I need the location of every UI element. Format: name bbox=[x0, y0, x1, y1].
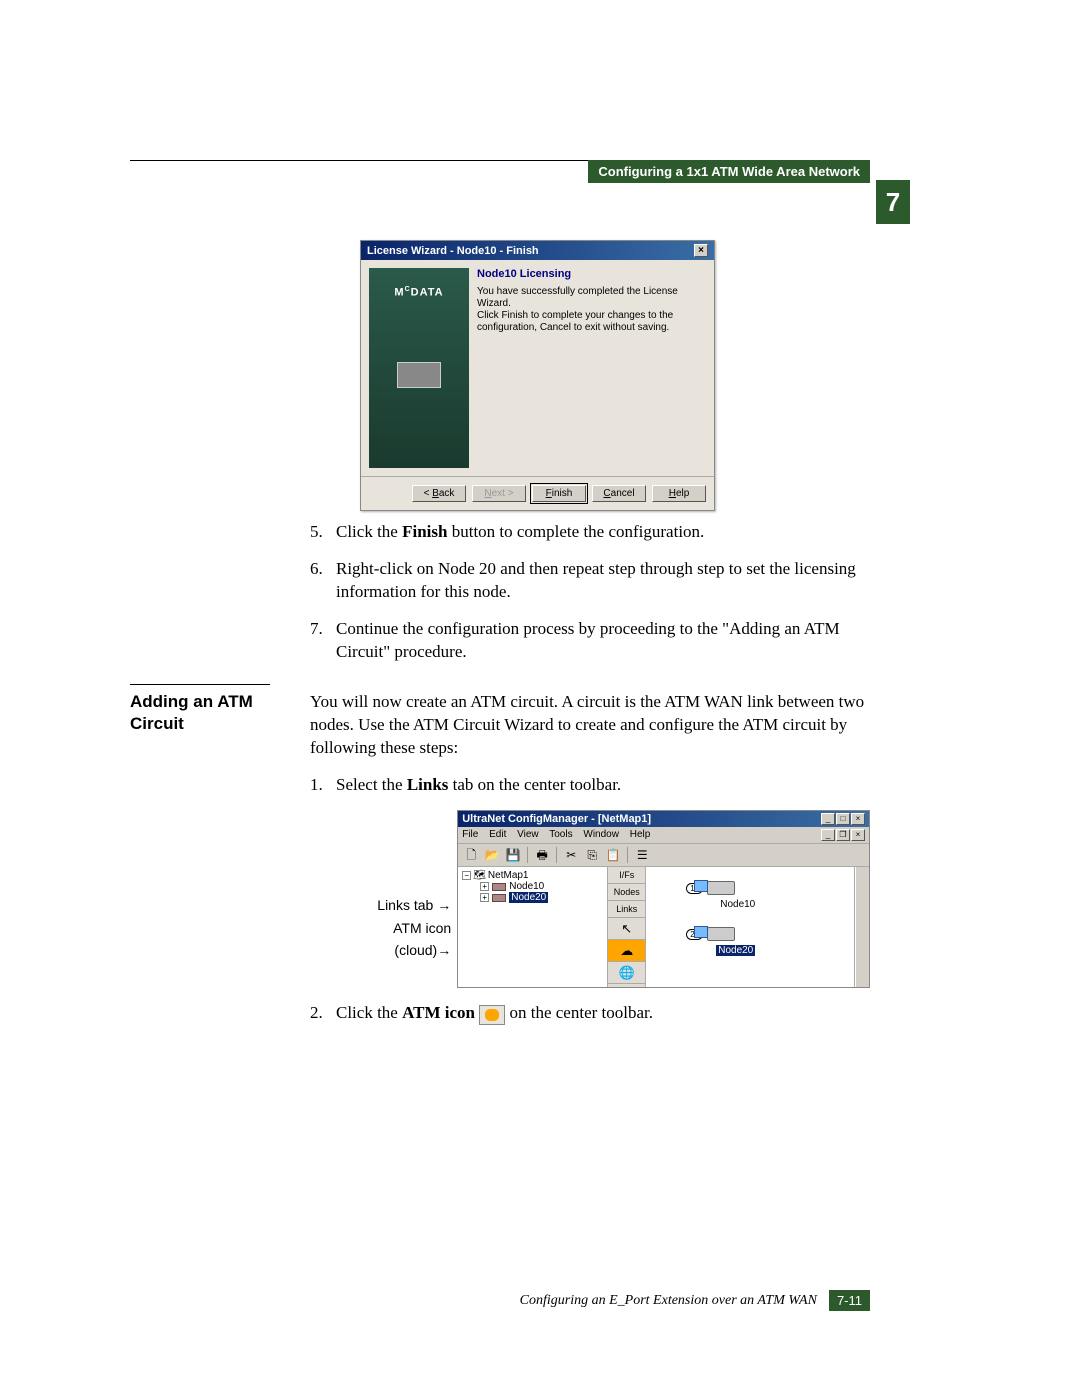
wizard-content: Node10 Licensing You have successfully c… bbox=[477, 268, 706, 468]
step-number: 6. bbox=[310, 558, 336, 604]
tree-root[interactable]: NetMap1 bbox=[488, 870, 529, 881]
config-toolbar: 🗋 📂 💾 🖶 ✂ ⎘ 📋 ☰ bbox=[458, 844, 869, 867]
paste-icon[interactable]: 📋 bbox=[604, 846, 622, 864]
menu-view[interactable]: View bbox=[517, 829, 539, 840]
globe-icon[interactable]: 🌐 bbox=[608, 962, 645, 984]
expand-icon[interactable]: + bbox=[480, 882, 489, 891]
wizard-title-text: License Wizard - Node10 - Finish bbox=[367, 245, 539, 257]
section-heading: Adding an ATM Circuit bbox=[130, 691, 280, 760]
step-number: 2. bbox=[310, 1002, 336, 1025]
step-number: 1. bbox=[310, 774, 336, 797]
menu-window[interactable]: Window bbox=[583, 829, 619, 840]
canvas-label-node20: Node20 bbox=[716, 945, 755, 956]
menu-file[interactable]: File bbox=[462, 829, 478, 840]
menu-edit[interactable]: Edit bbox=[489, 829, 506, 840]
tab-ifs[interactable]: I/Fs bbox=[608, 867, 645, 884]
license-wizard-dialog: License Wizard - Node10 - Finish × MCDAT… bbox=[360, 240, 715, 511]
close-icon[interactable]: × bbox=[694, 244, 708, 257]
copy-icon[interactable]: ⎘ bbox=[583, 846, 601, 864]
wizard-text-line: You have successfully completed the Lice… bbox=[477, 286, 706, 310]
license-wizard-figure: License Wizard - Node10 - Finish × MCDAT… bbox=[360, 240, 870, 511]
step-text: Select the Links tab on the center toolb… bbox=[336, 774, 870, 797]
wizard-titlebar: License Wizard - Node10 - Finish × bbox=[361, 241, 714, 260]
atm-cloud-icon[interactable]: ☁ bbox=[608, 940, 645, 962]
footer-text: Configuring an E_Port Extension over an … bbox=[520, 1293, 817, 1309]
cut-icon[interactable]: ✂ bbox=[562, 846, 580, 864]
wizard-sidebar: MCDATA bbox=[369, 268, 469, 468]
open-icon[interactable]: 📂 bbox=[483, 846, 501, 864]
configmanager-window: UltraNet ConfigManager - [NetMap1] _ □ ×… bbox=[457, 810, 870, 988]
tree-node10[interactable]: Node10 bbox=[509, 881, 544, 892]
step-text: Click the ATM icon on the center toolbar… bbox=[336, 1002, 870, 1025]
switch-icon[interactable] bbox=[707, 927, 735, 941]
section-rule bbox=[130, 684, 270, 685]
tab-links[interactable]: Links bbox=[608, 901, 645, 918]
section-header-bar: Configuring a 1x1 ATM Wide Area Network bbox=[588, 160, 870, 183]
config-title-text: UltraNet ConfigManager - [NetMap1] bbox=[462, 813, 651, 825]
wizard-heading: Node10 Licensing bbox=[477, 268, 706, 280]
help-button[interactable]: Help bbox=[652, 485, 706, 502]
print-icon[interactable]: 🖶 bbox=[533, 846, 551, 864]
maximize-icon[interactable]: □ bbox=[836, 813, 850, 825]
new-icon[interactable]: 🗋 bbox=[462, 846, 480, 864]
vertical-scrollbar[interactable] bbox=[855, 867, 869, 987]
cancel-button[interactable]: Cancel bbox=[592, 485, 646, 502]
next-button: Next > bbox=[472, 485, 526, 502]
pointer-icon[interactable]: ↖ bbox=[608, 918, 645, 940]
switch-icon[interactable] bbox=[707, 881, 735, 895]
properties-icon[interactable]: ☰ bbox=[633, 846, 651, 864]
wizard-text-line: Click Finish to complete your changes to… bbox=[477, 310, 706, 322]
atm-inline-icon bbox=[479, 1005, 505, 1025]
collapse-icon[interactable]: − bbox=[462, 871, 471, 880]
callout-labels: Links tab → ATM icon (cloud)→ bbox=[340, 894, 457, 961]
finish-button[interactable]: Finish bbox=[532, 485, 586, 502]
step-text: Continue the configuration process by pr… bbox=[336, 618, 870, 664]
mcdata-logo: MCDATA bbox=[369, 268, 469, 299]
steps-list-a: 5. Click the Finish button to complete t… bbox=[300, 521, 870, 664]
steps-list-b: 1. Select the Links tab on the center to… bbox=[300, 774, 870, 797]
step-number: 5. bbox=[310, 521, 336, 544]
child-minimize-icon[interactable]: _ bbox=[821, 829, 835, 841]
device-icon bbox=[397, 362, 441, 388]
back-button[interactable]: < Back bbox=[412, 485, 466, 502]
step-text: Click the Finish button to complete the … bbox=[336, 521, 870, 544]
chapter-number-tab: 7 bbox=[876, 180, 910, 224]
child-restore-icon[interactable]: ❐ bbox=[836, 829, 850, 841]
close-icon[interactable]: × bbox=[851, 813, 865, 825]
page-footer: Configuring an E_Port Extension over an … bbox=[520, 1290, 870, 1311]
menu-help[interactable]: Help bbox=[630, 829, 651, 840]
section-intro: You will now create an ATM circuit. A ci… bbox=[310, 691, 870, 760]
config-menubar: File Edit View Tools Window Help _ ❐ × bbox=[458, 827, 869, 844]
tab-nodes[interactable]: Nodes bbox=[608, 884, 645, 901]
wizard-text-line: configuration, Cancel to exit without sa… bbox=[477, 322, 706, 334]
step-number: 7. bbox=[310, 618, 336, 664]
wizard-button-row: < Back Next > Finish Cancel Help bbox=[361, 476, 714, 510]
canvas-label-node10: Node10 bbox=[720, 899, 755, 910]
step-text: Right-click on Node 20 and then repeat s… bbox=[336, 558, 870, 604]
menu-tools[interactable]: Tools bbox=[549, 829, 572, 840]
node-icon bbox=[492, 894, 506, 902]
configmanager-figure: Links tab → ATM icon (cloud)→ UltraNet C… bbox=[340, 810, 870, 988]
save-icon[interactable]: 💾 bbox=[504, 846, 522, 864]
canvas-pane[interactable]: 10 Node10 20 Node20 bbox=[646, 867, 855, 987]
node-icon bbox=[492, 883, 506, 891]
center-toolbar: I/Fs Nodes Links ↖ ☁ 🌐 bbox=[608, 867, 646, 987]
minimize-icon[interactable]: _ bbox=[821, 813, 835, 825]
tree-node20[interactable]: Node20 bbox=[509, 892, 548, 903]
child-close-icon[interactable]: × bbox=[851, 829, 865, 841]
config-titlebar: UltraNet ConfigManager - [NetMap1] _ □ × bbox=[458, 811, 869, 827]
expand-icon[interactable]: + bbox=[480, 893, 489, 902]
tree-pane: −🗺NetMap1 +Node10 +Node20 bbox=[458, 867, 608, 987]
page-number: 7-11 bbox=[829, 1290, 870, 1311]
